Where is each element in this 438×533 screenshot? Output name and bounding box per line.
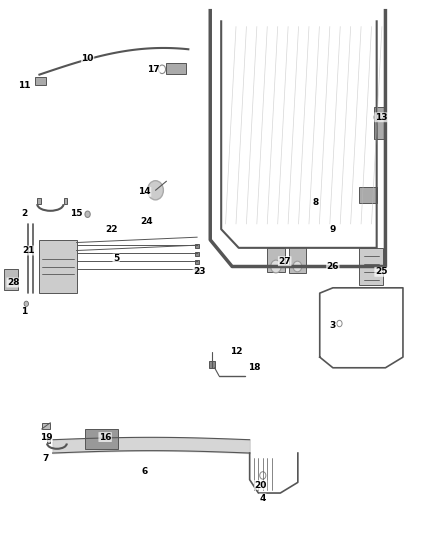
Bar (47, 438, 50, 443)
Circle shape (24, 301, 28, 306)
Text: 16: 16 (99, 433, 111, 441)
Circle shape (293, 261, 302, 272)
Bar (166, 63, 186, 74)
Bar (195, 252, 199, 256)
Text: 19: 19 (40, 433, 52, 441)
Bar (374, 107, 385, 139)
Text: 7: 7 (43, 454, 49, 463)
Text: 27: 27 (279, 257, 291, 265)
Text: 11: 11 (18, 81, 30, 90)
Text: 21: 21 (22, 246, 35, 255)
Bar (39, 240, 77, 293)
Text: 6: 6 (141, 467, 148, 476)
Bar (37, 198, 41, 204)
Circle shape (85, 211, 90, 217)
Bar (359, 187, 377, 203)
Text: 4: 4 (260, 494, 266, 503)
Bar (42, 423, 50, 429)
Bar (289, 247, 306, 273)
Text: 15: 15 (71, 209, 83, 217)
Text: 17: 17 (147, 65, 159, 74)
Text: 18: 18 (248, 364, 260, 372)
Bar (209, 361, 215, 368)
Circle shape (271, 260, 281, 273)
Bar (267, 248, 285, 272)
Text: 25: 25 (375, 268, 387, 276)
Bar (195, 244, 199, 248)
Bar (35, 77, 46, 85)
Text: 1: 1 (21, 308, 27, 316)
Text: 22: 22 (106, 225, 118, 233)
Text: 12: 12 (230, 348, 243, 356)
Text: 9: 9 (330, 225, 336, 233)
Bar (195, 260, 199, 264)
Bar (85, 429, 118, 449)
Circle shape (148, 181, 163, 200)
Bar (195, 268, 199, 272)
Text: 5: 5 (113, 254, 119, 263)
Text: 20: 20 (254, 481, 267, 489)
Bar (64, 198, 67, 204)
Text: 3: 3 (330, 321, 336, 329)
Text: 23: 23 (193, 268, 205, 276)
Text: 13: 13 (375, 113, 387, 122)
Text: 2: 2 (21, 209, 27, 217)
Text: 28: 28 (7, 278, 19, 287)
Text: 10: 10 (81, 54, 94, 63)
Text: 26: 26 (327, 262, 339, 271)
Bar (359, 248, 383, 285)
Bar (4, 269, 18, 290)
Text: 14: 14 (138, 188, 151, 196)
Text: 8: 8 (312, 198, 318, 207)
Text: 24: 24 (141, 217, 153, 225)
